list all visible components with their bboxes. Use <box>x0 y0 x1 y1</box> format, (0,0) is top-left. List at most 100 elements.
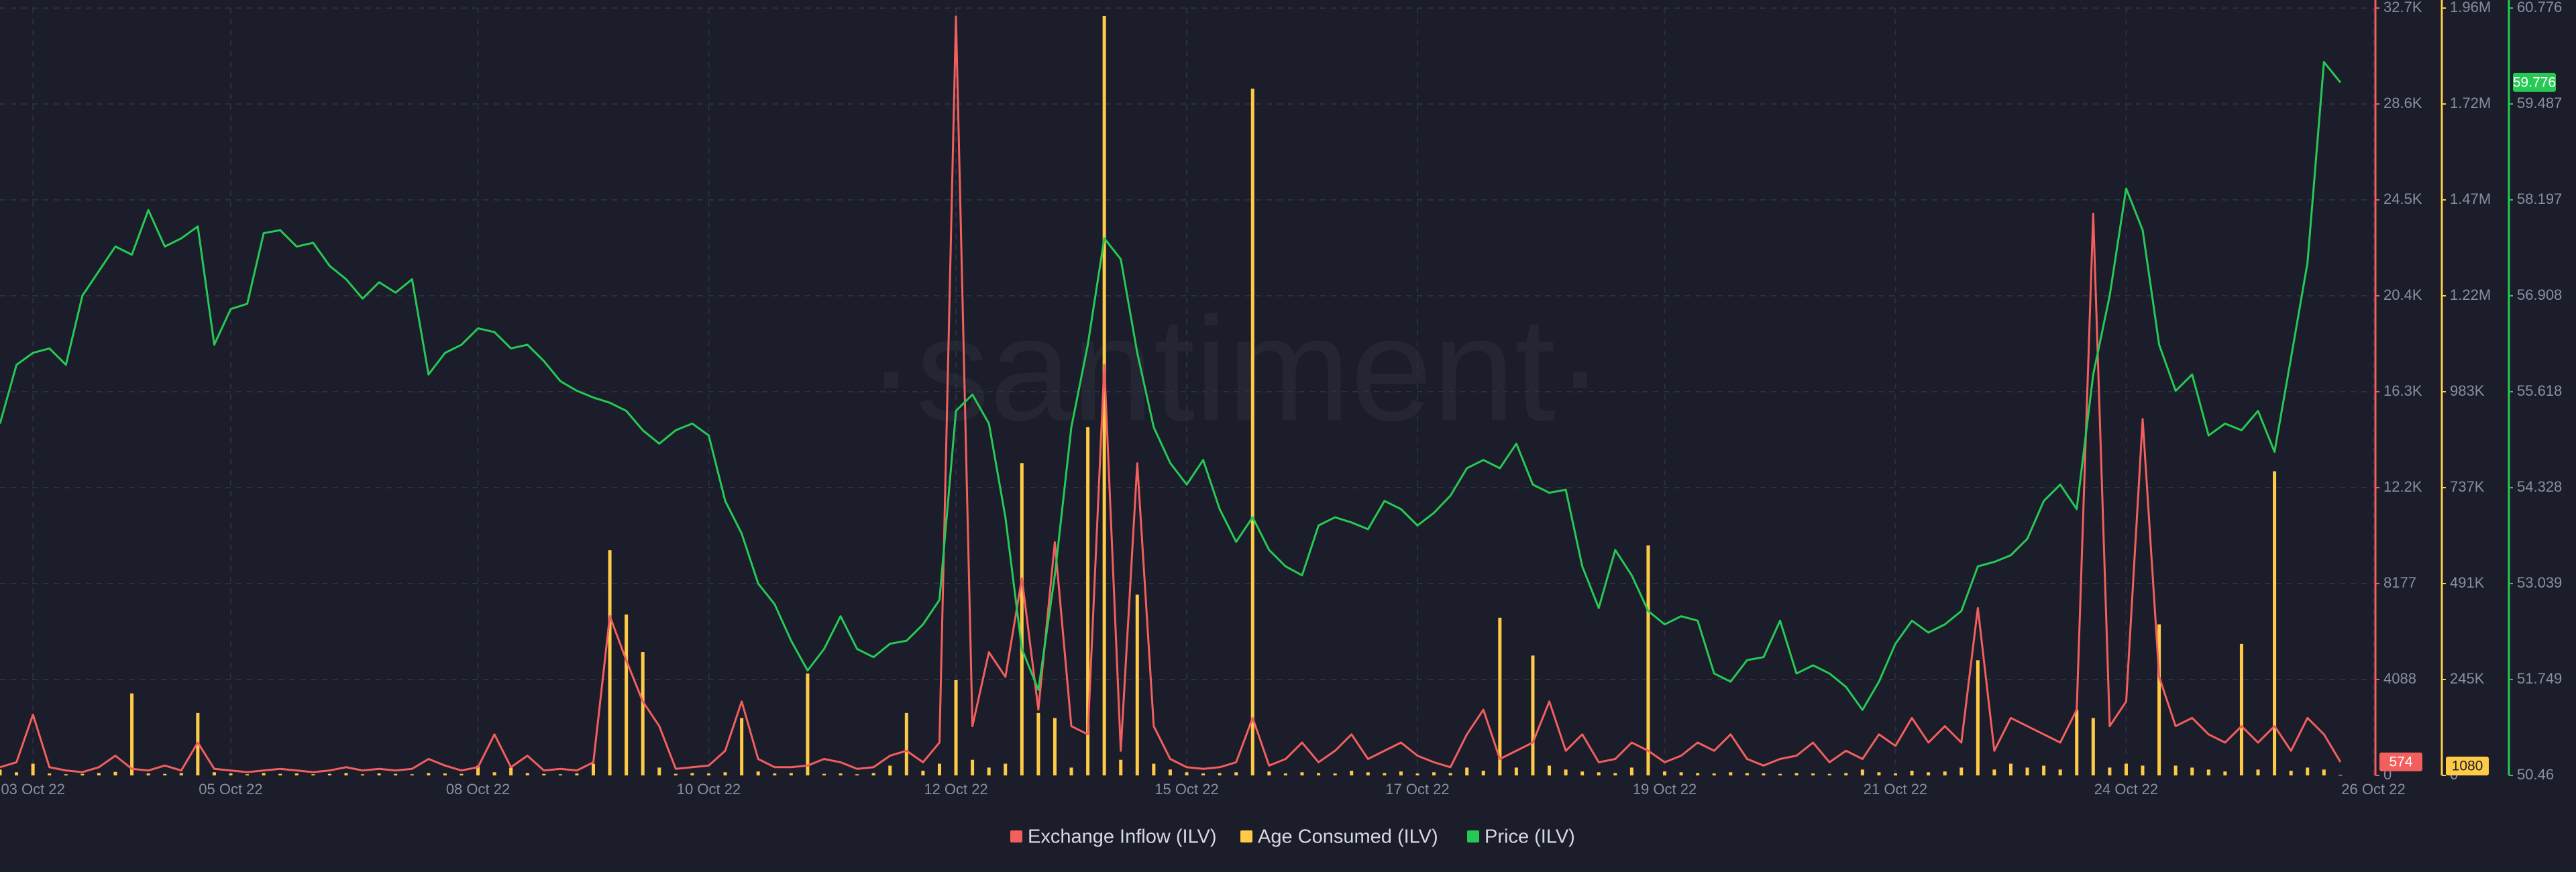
bar <box>1877 772 1881 775</box>
bar <box>1629 767 1633 775</box>
bar <box>542 773 546 775</box>
bar <box>2157 624 2161 775</box>
bar <box>690 773 694 775</box>
bar <box>2206 769 2210 775</box>
bar <box>1283 773 1287 775</box>
bar <box>1383 773 1387 775</box>
bar <box>855 774 859 775</box>
legend-label[interactable]: Exchange Inflow (ILV) <box>1028 826 1217 848</box>
bar <box>146 773 150 775</box>
y-tick-label: 59.487 <box>2517 95 2562 111</box>
bar <box>1366 772 1370 775</box>
x-tick-label: 08 Oct 22 <box>446 781 510 798</box>
bar <box>2273 471 2277 775</box>
y-tick-label: 983K <box>2450 382 2485 399</box>
bar <box>327 773 331 775</box>
y-tick-label: 60.776 <box>2517 0 2562 15</box>
bar <box>2124 763 2128 775</box>
bar <box>1960 767 1964 775</box>
bar <box>954 679 958 775</box>
legend-label[interactable]: Price (ILV) <box>1485 826 1575 848</box>
bar <box>113 771 117 775</box>
y-tick-label: 24.5K <box>2383 190 2422 207</box>
bar <box>1910 771 1914 775</box>
bar <box>1004 763 1008 775</box>
bar <box>460 773 464 775</box>
bar <box>1350 771 1354 775</box>
bar <box>1498 617 1502 775</box>
watermark: ·santiment· <box>867 286 1605 451</box>
bar <box>0 769 2 775</box>
last-value-label: 574 <box>2389 754 2412 769</box>
y-tick-label: 4088 <box>2383 670 2416 687</box>
bar <box>937 763 941 775</box>
bar <box>2008 763 2012 775</box>
bar <box>2256 769 2260 775</box>
bar <box>246 774 250 775</box>
bar <box>1514 767 1518 775</box>
bar <box>1580 771 1585 775</box>
bar <box>443 773 447 775</box>
series-line <box>0 15 2342 773</box>
legend-swatch[interactable] <box>1240 830 1252 842</box>
bar <box>1267 771 1271 775</box>
bar <box>1663 771 1667 775</box>
legend-swatch[interactable] <box>1010 830 1022 842</box>
bar <box>278 773 282 775</box>
y-tick-label: 54.328 <box>2517 478 2562 495</box>
bar <box>1185 772 1189 775</box>
bar <box>262 773 266 775</box>
last-value-tag <box>2379 752 2422 771</box>
bar <box>2322 769 2326 775</box>
bar <box>1432 772 1436 775</box>
bar <box>48 773 52 775</box>
y-tick-label: 12.2K <box>2383 478 2422 495</box>
bar <box>1201 773 1205 775</box>
y-tick-label: 491K <box>2450 574 2485 591</box>
y-tick-label: 1.96M <box>2450 0 2491 15</box>
y-tick-label: 8177 <box>2383 574 2416 591</box>
bar <box>1597 772 1601 775</box>
bar <box>1613 773 1617 775</box>
bar <box>971 759 975 775</box>
y-tick-label: 20.4K <box>2383 286 2422 303</box>
bar <box>1020 463 1024 775</box>
bar <box>1481 771 1485 775</box>
bar <box>2239 643 2243 775</box>
bar <box>294 773 299 775</box>
bar <box>1811 773 1815 775</box>
bar <box>871 773 875 775</box>
bar <box>1317 773 1321 775</box>
bar <box>921 771 925 775</box>
y-tick-label: 56.908 <box>2517 286 2562 303</box>
x-tick-label: 19 Oct 22 <box>1633 781 1697 798</box>
x-tick-label: 24 Oct 22 <box>2094 781 2158 798</box>
y-tick-label: 245K <box>2450 670 2485 687</box>
x-tick-label: 26 Oct 22 <box>2341 781 2405 798</box>
legend-label[interactable]: Age Consumed (ILV) <box>1258 826 1438 848</box>
bar <box>839 773 843 775</box>
bar <box>1168 769 1172 775</box>
bar <box>509 767 513 775</box>
bar <box>2108 767 2112 775</box>
bar <box>1448 773 1452 775</box>
bar <box>361 774 365 775</box>
bar <box>311 774 315 775</box>
legend-swatch[interactable] <box>1467 830 1479 842</box>
bar <box>1300 772 1304 775</box>
bar <box>525 773 529 775</box>
bar <box>1135 594 1139 775</box>
last-value-label: 59.776 <box>2513 74 2556 90</box>
x-tick-label: 10 Oct 22 <box>677 781 741 798</box>
bar <box>492 772 496 775</box>
bar <box>904 712 908 775</box>
bar <box>789 773 793 775</box>
bar <box>1415 773 1419 775</box>
bar <box>410 774 414 775</box>
bar <box>1860 769 1864 775</box>
bar <box>1218 773 1222 775</box>
y-tick-label: 53.039 <box>2517 574 2562 591</box>
bar <box>377 773 381 775</box>
